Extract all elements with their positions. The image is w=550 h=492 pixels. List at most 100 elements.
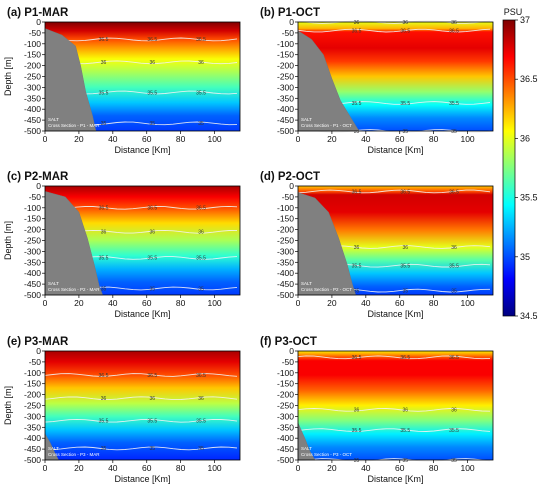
contour-label: 35 [451,129,457,135]
x-tick-label: 0 [43,134,48,144]
y-tick-label: -500 [277,455,294,465]
contour-line [44,373,238,377]
contour-label: 36.5 [99,206,109,212]
y-tick-label: -450 [24,444,41,454]
y-tick-label: -200 [24,390,41,400]
y-tick-label: -100 [24,39,41,49]
x-tick-label: 80 [429,298,439,308]
y-tick-label: -100 [277,39,294,49]
x-tick-label: 0 [296,298,301,308]
contour-label: 35 [101,286,107,292]
y-tick-label: -250 [277,236,294,246]
contour-line [297,189,491,194]
y-axis-label: Depth [m] [3,386,13,425]
variable-label: SALT [301,446,312,451]
contour-line [297,458,491,462]
contour-label: 36.5 [449,355,459,361]
contour-label: 35 [149,446,155,452]
colorbar-tick-label: 36 [520,133,530,143]
contour-label: 35.5 [449,264,459,270]
contour-label: 35 [354,288,360,294]
contour-label: 36 [198,230,204,236]
x-tick-label: 60 [142,463,152,473]
y-tick-label: -350 [277,422,294,432]
contour-label: 35 [101,446,107,452]
contour-label: 35.5 [147,419,157,425]
contour-label: 36.5 [352,189,362,195]
x-tick-label: 20 [327,134,337,144]
contour-label: 36 [451,408,457,414]
contour-label: 35 [198,446,204,452]
contour-line [44,446,238,451]
contour-label: 35 [354,458,360,464]
contour-label: 35 [402,288,408,294]
contour-line [297,28,491,33]
y-tick-label: -350 [277,93,294,103]
contour-label: 36.5 [99,373,109,379]
contour-label: 36 [402,20,408,26]
x-axis-label: Distance [Km] [367,474,423,484]
contour-label: 36 [451,245,457,251]
contour-label: 35.5 [99,256,109,262]
y-tick-label: -400 [24,433,41,443]
panel-2: (b) P1-OCT 35 35 35 35.5 35.5 35.5 36 36 36 36.5 36… [260,7,494,155]
x-tick-label: 100 [207,298,221,308]
y-tick-label: -150 [277,214,294,224]
x-tick-label: 100 [207,134,221,144]
contour-label: 35.5 [449,101,459,107]
contour-label: 35 [149,121,155,127]
x-tick-label: 0 [296,463,301,473]
contour-label: 36 [354,245,360,251]
panel-title: (e) P3-MAR [7,336,69,348]
x-tick-label: 40 [361,463,371,473]
contour-label: 35.5 [147,90,157,96]
contour-label: 35.5 [196,256,206,262]
contour-label: 36.5 [449,189,459,195]
contour-label: 35.5 [99,419,109,425]
y-tick-label: 0 [289,181,294,191]
panel-3: (c) P2-MAR 35 35 35 35.5 35.5 35.5 36 36 36 36.5 36… [3,171,241,319]
contour-label: 35 [354,129,360,135]
contour-label: 36.5 [147,206,157,212]
variable-label: SALT [48,281,59,286]
y-tick-label: -200 [24,61,41,71]
panel-title: (f) P3-OCT [260,336,317,348]
y-tick-label: -400 [24,268,41,278]
contour-label: 36.5 [449,28,459,34]
y-tick-label: -50 [29,28,42,38]
contour-label: 35 [198,286,204,292]
section-label: Cross Section - P2 - MAR [48,287,100,292]
contour-label: 35.5 [147,256,157,262]
y-tick-label: 0 [289,346,294,356]
y-tick-label: 0 [36,181,41,191]
y-tick-label: -200 [24,225,41,235]
x-tick-label: 80 [429,463,439,473]
contour-label: 35.5 [449,428,459,434]
contour-label: 36.5 [352,28,362,34]
colorbar-tick-label: 35 [520,252,530,262]
x-axis-label: Distance [Km] [367,145,423,155]
contour-label: 35.5 [400,101,410,107]
contour-label: 35.5 [352,264,362,270]
x-tick-label: 100 [207,463,221,473]
contour-label: 35.5 [352,428,362,434]
contour-label: 36 [402,245,408,251]
y-tick-label: -100 [277,203,294,213]
x-tick-label: 80 [176,298,186,308]
section-label: Cross Section - P3 - OCT [301,452,352,457]
y-tick-label: -300 [277,411,294,421]
x-tick-label: 80 [176,463,186,473]
panel-1: (a) P1-MAR 35 35 35 35.5 35.5 35.5 36 36 36 36.5 36… [3,7,241,155]
y-tick-label: -150 [24,379,41,389]
y-tick-label: -50 [282,28,295,38]
x-tick-label: 60 [395,134,405,144]
contour-label: 35.5 [196,419,206,425]
x-axis-label: Distance [Km] [114,145,170,155]
y-axis-label: Depth [m] [3,221,13,260]
section-label: Cross Section - P3 - MAR [48,452,100,457]
y-tick-label: -450 [277,279,294,289]
contour-label: 36.5 [99,37,109,43]
contour-label: 35.5 [196,90,206,96]
y-tick-label: -450 [24,115,41,125]
